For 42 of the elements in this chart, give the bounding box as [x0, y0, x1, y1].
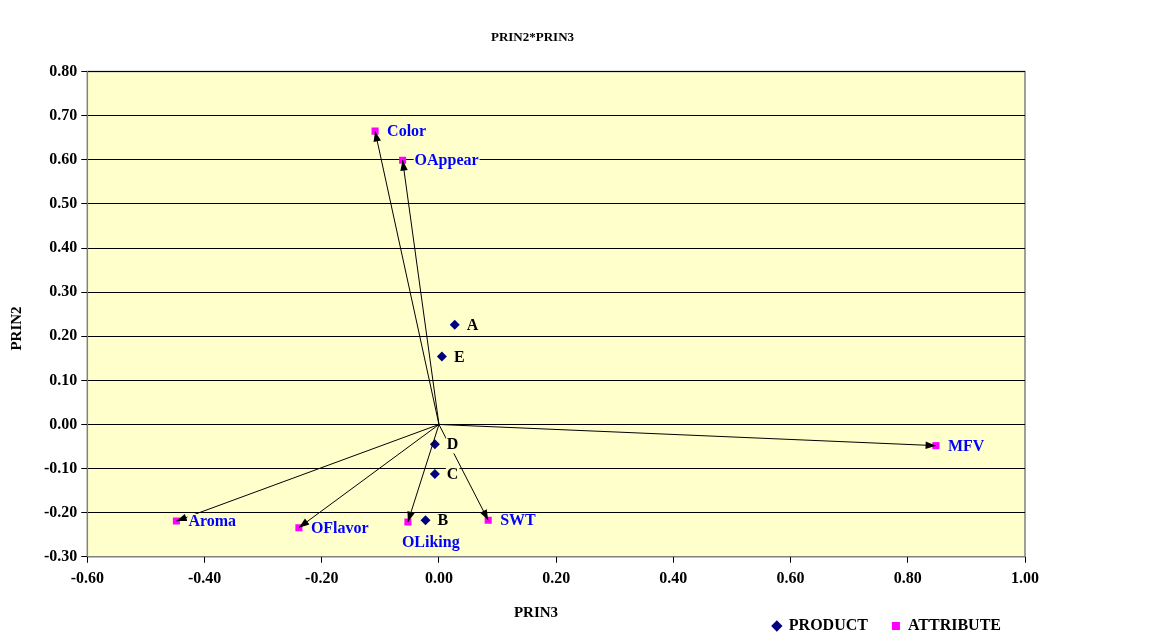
- annotation: C: [446, 465, 459, 483]
- x-tick-label: 1.00: [1011, 568, 1039, 586]
- x-tick-label: 0.00: [424, 568, 453, 586]
- chart-title: PRIN2*PRIN3: [490, 29, 575, 45]
- annotation: A: [466, 315, 479, 333]
- x-tick-label: -0.60: [70, 568, 104, 586]
- annotation: Aroma: [188, 512, 237, 530]
- annotation: OFlavor: [310, 518, 369, 536]
- y-tick-label: 0.00: [49, 414, 78, 432]
- point: [429, 468, 440, 479]
- y-tick-label: 0.10: [49, 370, 78, 388]
- x-tick-label: 0.60: [776, 568, 805, 586]
- y-tick-label: 0.30: [49, 282, 78, 300]
- y-tick-label: 0.50: [49, 194, 78, 212]
- annotation: B: [437, 511, 449, 529]
- point: [420, 515, 431, 526]
- annotation: Color: [387, 122, 427, 140]
- legend-label: PRODUCT: [788, 616, 869, 634]
- annotation: MFV: [947, 436, 985, 454]
- y-axis-title: PRIN2: [7, 305, 25, 353]
- y-tick-label: 0.20: [49, 326, 78, 344]
- annotation: OAppear: [414, 151, 479, 170]
- y-tick-label: 0.60: [49, 149, 78, 167]
- y-tick-label: 0.80: [49, 61, 78, 79]
- x-tick-label: 0.20: [542, 568, 571, 586]
- annotation: D: [446, 435, 459, 453]
- annotation: OLiking: [401, 533, 460, 552]
- x-tick-label: 0.40: [659, 568, 688, 586]
- y-tick-label: -0.20: [44, 502, 78, 520]
- y-tick-label: 0.70: [49, 105, 78, 123]
- x-tick-label: -0.40: [187, 568, 222, 586]
- annotation: SWT: [500, 511, 537, 529]
- y-tick-label: -0.30: [44, 546, 78, 564]
- y-tick-label: 0.40: [49, 238, 78, 256]
- x-tick-label: -0.20: [305, 568, 339, 586]
- point: [436, 351, 447, 362]
- legend-label: ATTRIBUTE: [907, 616, 1001, 634]
- point: [449, 319, 460, 330]
- x-tick-label: 0.80: [893, 568, 922, 586]
- x-axis-title: PRIN3: [512, 604, 560, 621]
- y-tick-label: -0.10: [44, 458, 78, 476]
- annotation: E: [453, 347, 465, 365]
